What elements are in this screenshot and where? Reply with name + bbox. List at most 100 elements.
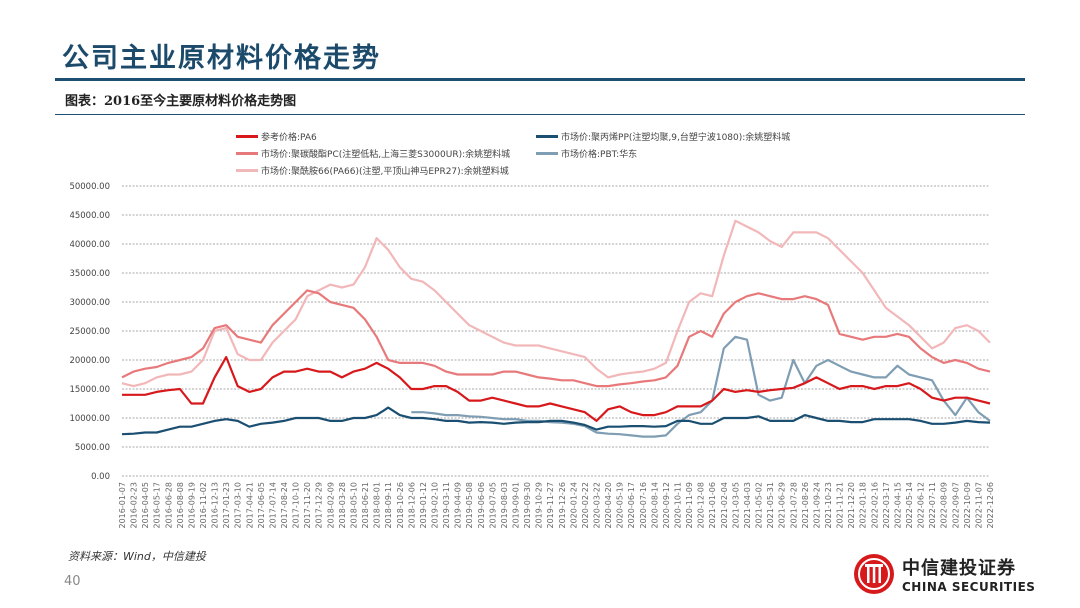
page-title: 公司主业原材料价格走势 xyxy=(62,43,381,74)
x-tick-label: 2016-06-28 xyxy=(164,482,173,529)
x-tick-label: 2017-12-29 xyxy=(315,482,324,529)
legend-swatch xyxy=(236,169,258,172)
y-tick-label: 35000.00 xyxy=(69,269,110,279)
x-tick-label: 2021-08-26 xyxy=(801,482,810,529)
x-tick-label: 2020-08-14 xyxy=(650,482,659,529)
x-tick-label: 2019-11-27 xyxy=(546,482,555,529)
legend-item-pc: 市场价:聚碳酸酯PC(注塑低粘,上海三菱S3000UR):余姚塑料城 xyxy=(236,147,510,160)
x-tick-label: 2018-08-01 xyxy=(373,482,382,529)
x-tick-label: 2017-01-23 xyxy=(222,482,231,529)
x-tick-label: 2017-08-24 xyxy=(280,482,289,529)
x-tick-label: 2019-01-12 xyxy=(419,482,428,529)
x-tick-label: 2019-07-05 xyxy=(488,482,497,529)
x-tick-label: 2021-06-29 xyxy=(778,482,787,529)
x-tick-label: 2020-04-20 xyxy=(604,482,613,529)
x-tick-label: 2016-05-17 xyxy=(153,482,162,529)
legend-label: 市场价:聚酰胺66(PA66)(注塑,平顶山神马EPR27):余姚塑料城 xyxy=(261,167,509,177)
x-tick-label: 2022-05-14 xyxy=(905,482,914,529)
legend-label: 参考价格:PA6 xyxy=(261,133,317,143)
x-tick-label: 2016-09-19 xyxy=(187,482,196,529)
legend-item-pa6: 参考价格:PA6 xyxy=(236,130,317,143)
source-note: 资料来源：Wind，中信建投 xyxy=(68,550,206,563)
x-tick-label: 2016-11-02 xyxy=(199,482,208,529)
logo-chinese-name: 中信建投证券 xyxy=(902,558,1016,579)
x-tick-label: 2020-02-22 xyxy=(581,482,590,529)
y-tick-label: 5000.00 xyxy=(75,443,110,453)
x-tick-label: 2019-06-06 xyxy=(477,482,486,529)
x-tick-label: 2022-02-16 xyxy=(870,482,879,529)
y-tick-label: 0.00 xyxy=(91,472,110,482)
x-tick-label: 2017-11-20 xyxy=(303,482,312,529)
x-tick-label: 2020-07-16 xyxy=(639,482,648,529)
chart-caption: 图表：2016至今主要原材料价格走势图 xyxy=(65,94,297,109)
legend-swatch xyxy=(536,135,558,138)
x-tick-label: 2022-09-07 xyxy=(951,482,960,529)
x-tick-label: 2020-03-22 xyxy=(593,482,602,529)
logo-english-name: CHINA SECURITIES xyxy=(902,580,1036,594)
x-tick-label: 2020-09-12 xyxy=(662,482,671,529)
series-line-pc xyxy=(121,289,991,388)
x-tick-label: 2018-03-28 xyxy=(338,482,347,529)
legend-label: 市场价:聚碳酸酯PC(注塑低粘,上海三菱S3000UR):余姚塑料城 xyxy=(261,150,511,160)
y-tick-label: 40000.00 xyxy=(69,240,110,250)
series-line-pa66 xyxy=(121,219,991,388)
x-tick-label: 2019-10-29 xyxy=(535,482,544,529)
x-tick-label: 2021-05-02 xyxy=(755,482,764,529)
x-tick-label: 2018-10-26 xyxy=(396,482,405,529)
y-tick-label: 10000.00 xyxy=(69,414,110,424)
x-tick-label: 2021-11-21 xyxy=(836,482,845,529)
x-tick-label: 2019-09-30 xyxy=(523,482,532,529)
y-tick-label: 15000.00 xyxy=(69,385,110,395)
x-tick-label: 2017-06-05 xyxy=(257,482,266,529)
x-tick-label: 2021-03-05 xyxy=(731,482,740,529)
page-number: 40 xyxy=(64,574,81,589)
x-tick-label: 2021-12-20 xyxy=(847,482,856,529)
y-tick-label: 50000.00 xyxy=(69,182,110,192)
y-tick-label: 45000.00 xyxy=(69,211,110,221)
x-tick-label: 2019-05-08 xyxy=(465,482,474,529)
y-tick-label: 25000.00 xyxy=(69,327,110,337)
x-tick-label: 2022-03-17 xyxy=(882,482,891,529)
series-line-pbt xyxy=(411,335,991,438)
x-tick-label: 2018-02-09 xyxy=(326,482,335,529)
x-tick-label: 2019-03-11 xyxy=(442,482,451,529)
x-tick-label: 2019-12-26 xyxy=(558,482,567,529)
x-tick-label: 2021-01-06 xyxy=(708,482,717,529)
legend-item-pa66: 市场价:聚酰胺66(PA66)(注塑,平顶山神马EPR27):余姚塑料城 xyxy=(236,164,509,177)
x-tick-label: 2020-11-09 xyxy=(685,482,694,529)
x-tick-label: 2021-05-31 xyxy=(766,482,775,529)
x-tick-label: 2022-06-12 xyxy=(917,482,926,529)
x-tick-label: 2018-06-21 xyxy=(361,482,370,529)
x-tick-label: 2019-09-01 xyxy=(511,482,520,529)
series-line-pp xyxy=(121,406,991,436)
x-tick-label: 2022-04-15 xyxy=(893,482,902,529)
x-tick-label: 2021-04-03 xyxy=(743,482,752,529)
x-tick-label: 2016-08-08 xyxy=(176,482,185,529)
citic-emblem-icon xyxy=(854,554,894,594)
x-tick-label: 2022-08-09 xyxy=(940,482,949,529)
x-tick-label: 2019-02-10 xyxy=(430,482,439,529)
china-securities-logo: 中信建投证券 CHINA SECURITIES xyxy=(852,552,1035,596)
legend-label: 市场价格:PBT:华东 xyxy=(561,150,638,160)
x-tick-label: 2017-07-14 xyxy=(268,482,277,529)
x-tick-label: 2019-08-03 xyxy=(500,482,509,529)
x-tick-label: 2017-10-10 xyxy=(292,482,301,529)
series-line-pa6 xyxy=(122,356,991,422)
x-tick-label: 2020-12-08 xyxy=(697,482,706,529)
x-tick-label: 2016-12-13 xyxy=(211,482,220,529)
legend-swatch xyxy=(536,152,558,155)
x-tick-label: 2020-01-24 xyxy=(569,482,578,529)
x-tick-label: 2021-09-24 xyxy=(812,482,821,529)
x-tick-label: 2019-04-09 xyxy=(454,482,463,529)
x-tick-label: 2020-10-11 xyxy=(674,482,683,529)
x-tick-label: 2021-07-28 xyxy=(789,482,798,529)
x-tick-label: 2021-10-23 xyxy=(824,482,833,529)
x-tick-label: 2022-01-18 xyxy=(859,482,868,529)
x-tick-label: 2020-06-17 xyxy=(627,482,636,529)
x-tick-label: 2016-04-05 xyxy=(141,482,150,529)
x-tick-label: 2018-12-06 xyxy=(407,482,416,529)
y-tick-label: 20000.00 xyxy=(69,356,110,366)
x-tick-label: 2018-09-11 xyxy=(384,482,393,529)
x-tick-label: 2020-05-19 xyxy=(616,482,625,529)
